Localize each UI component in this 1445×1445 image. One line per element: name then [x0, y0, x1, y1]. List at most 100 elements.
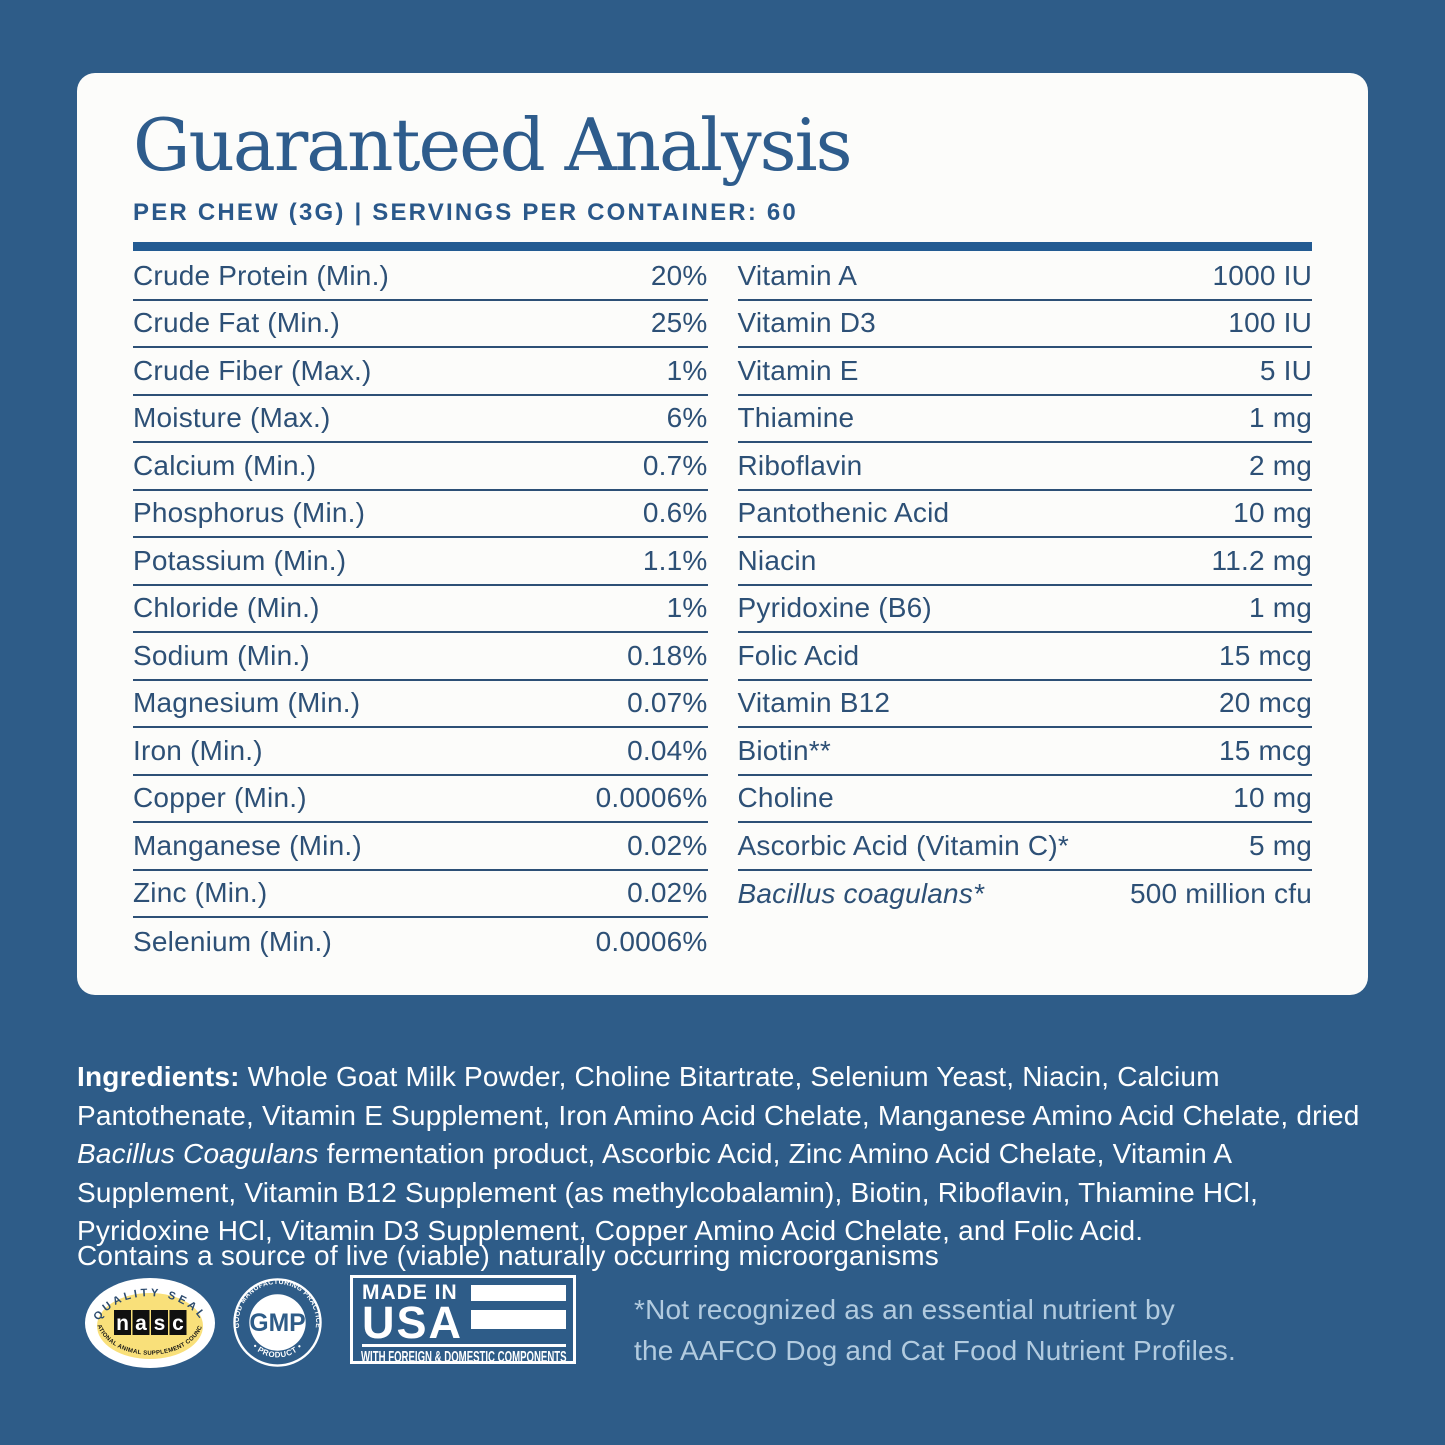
nasc-yellow-oval [97, 1293, 203, 1359]
analysis-row: Folic Acid 15 mcg [737, 633, 1312, 681]
nutrient-label: Bacillus coagulans* [737, 878, 985, 910]
aafco-footnote: *Not recognized as an essential nutrient… [634, 1289, 1236, 1371]
nutrient-label: Vitamin B12 [737, 687, 891, 719]
nasc-letter-s: s [154, 1312, 166, 1335]
nutrient-value: 0.04% [627, 734, 708, 766]
nutrient-label: Crude Fiber (Max.) [133, 354, 372, 386]
nasc-letter-n: n [116, 1312, 129, 1335]
nutrient-value: 100 IU [1228, 307, 1312, 339]
nutrient-label: Folic Acid [737, 639, 860, 671]
nutrient-value: 5 IU [1259, 354, 1312, 386]
nutrient-label: Vitamin E [737, 354, 859, 386]
analysis-row: Copper (Min.) 0.0006% [133, 776, 708, 823]
nutrient-value: 6% [666, 402, 708, 434]
nasc-letter-a: a [135, 1312, 147, 1335]
nutrient-value: 0.02% [627, 877, 708, 909]
guaranteed-analysis-card: Guaranteed Analysis PER CHEW (3G) | SERV… [77, 73, 1368, 995]
usa-flag-stripes [471, 1282, 566, 1341]
gmp-inner-disc [249, 1294, 306, 1351]
nutrient-value: 20 mcg [1218, 687, 1312, 719]
nutrient-value: 0.02% [627, 829, 708, 861]
ingredients-segment: Bacillus Coagulans [77, 1138, 319, 1169]
nutrient-value: 0.0006% [595, 925, 708, 957]
nutrient-value: 20% [650, 259, 708, 291]
ingredients-segment: fermentation product, Ascorbic Acid, Zin… [77, 1138, 1259, 1246]
analysis-column-right: Vitamin A 1000 IU Vitamin D3 100 IU Vitamin … [737, 253, 1313, 966]
analysis-row: Vitamin B12 20 mcg [737, 681, 1312, 728]
nutrient-label: Ascorbic Acid (Vitamin C)* [737, 829, 1069, 861]
usa-usa-text: USA [362, 1297, 464, 1348]
nutrient-label: Crude Protein (Min.) [133, 259, 390, 291]
nutrient-label: Chloride (Min.) [133, 592, 320, 624]
nutrient-value: 2 mg [1248, 449, 1312, 481]
usa-components-text: WITH FOREIGN & DOMESTIC COMPONENTS [361, 1349, 567, 1366]
analysis-table: Crude Protein (Min.) 20% Crude Fat (Min.) 2… [133, 253, 1312, 966]
nutrient-value: 1% [666, 354, 708, 386]
nutrient-label: Calcium (Min.) [133, 449, 317, 481]
analysis-row: Sodium (Min.) 0.18% [133, 633, 708, 681]
analysis-row: Moisture (Max.) 6% [133, 396, 708, 443]
nutrient-label: Phosphorus (Min.) [133, 497, 366, 529]
nutrient-value: 15 mcg [1218, 639, 1312, 671]
analysis-row: Ascorbic Acid (Vitamin C)* 5 mg [737, 823, 1312, 871]
analysis-column-left: Crude Protein (Min.) 20% Crude Fat (Min.) 2… [133, 253, 708, 966]
analysis-row: Vitamin D3 100 IU [737, 301, 1312, 348]
nutrient-value: 1% [666, 592, 708, 624]
nutrient-label: Zinc (Min.) [133, 877, 268, 909]
serving-info: PER CHEW (3G) | SERVINGS PER CONTAINER: … [133, 199, 798, 226]
ingredients-paragraph: Ingredients: Whole Goat Milk Powder, Cho… [77, 1058, 1381, 1251]
nutrient-value: 0.0006% [595, 782, 708, 814]
nutrient-label: Biotin** [737, 734, 831, 766]
nutrient-value: 10 mg [1233, 782, 1312, 814]
analysis-row: Pantothenic Acid 10 mg [737, 491, 1312, 538]
nutrient-label: Vitamin A [737, 259, 858, 291]
analysis-row: Biotin** 15 mcg [737, 728, 1312, 776]
analysis-row: Magnesium (Min.) 0.07% [133, 681, 708, 728]
page-title: Guaranteed Analysis [133, 103, 853, 187]
nutrient-label: Copper (Min.) [133, 782, 307, 814]
nutrient-value: 11.2 mg [1211, 544, 1312, 576]
analysis-row: Niacin 11.2 mg [737, 538, 1312, 586]
nutrient-label: Pantothenic Acid [737, 497, 950, 529]
analysis-row: Vitamin A 1000 IU [737, 253, 1312, 301]
made-in-usa-badge: MADE IN USA WITH FOREIGN & DOMESTIC COMP… [350, 1275, 576, 1367]
nutrient-label: Niacin [737, 544, 817, 576]
usa-words: MADE IN USA [362, 1281, 464, 1348]
usa-top-section: MADE IN USA [362, 1281, 566, 1348]
analysis-row: Riboflavin 2 mg [737, 443, 1312, 491]
nutrient-label: Riboflavin [737, 449, 863, 481]
nutrient-label: Vitamin D3 [737, 307, 876, 339]
nutrient-value: 0.6% [642, 497, 708, 529]
nutrient-label: Manganese (Min.) [133, 829, 362, 861]
analysis-row: Manganese (Min.) 0.02% [133, 823, 708, 871]
nutrient-value: 15 mcg [1218, 734, 1312, 766]
divider-rule [133, 242, 1312, 251]
nasc-quality-seal: QUALITY SEAL n a s c NATIONAL ANIMAL SUP… [84, 1277, 215, 1368]
contains-note: Contains a source of live (viable) natur… [77, 1240, 939, 1271]
nutrient-value: 0.07% [627, 687, 708, 719]
nutrient-label: Iron (Min.) [133, 734, 263, 766]
analysis-row: Crude Protein (Min.) 20% [133, 253, 708, 301]
analysis-row: Calcium (Min.) 0.7% [133, 443, 708, 491]
footnote-line-1: *Not recognized as an essential nutrient… [634, 1294, 1175, 1325]
analysis-row: Choline 10 mg [737, 776, 1312, 823]
nutrient-label: Moisture (Max.) [133, 402, 331, 434]
nutrient-value: 1.1% [642, 544, 708, 576]
nutrient-label: Selenium (Min.) [133, 925, 333, 957]
analysis-row: Phosphorus (Min.) 0.6% [133, 491, 708, 538]
gmp-seal: GOOD MANUFACTURING PRACTICE • PRODUCT • … [233, 1278, 322, 1367]
nasc-letter-c: c [172, 1312, 184, 1335]
analysis-row: Selenium (Min.) 0.0006% [133, 918, 708, 966]
analysis-row: Crude Fat (Min.) 25% [133, 301, 708, 348]
analysis-row: Crude Fiber (Max.) 1% [133, 348, 708, 396]
usa-bottom-strip: WITH FOREIGN & DOMESTIC COMPONENTS [361, 1344, 567, 1367]
usa-made-in-text: MADE IN [362, 1281, 458, 1304]
analysis-row: Vitamin E 5 IU [737, 348, 1312, 396]
nasc-logo: n a s c [114, 1310, 187, 1335]
analysis-row: Bacillus coagulans* 500 million cfu [738, 871, 1313, 919]
nutrient-value: 10 mg [1233, 497, 1312, 529]
nutrient-label: Choline [737, 782, 834, 814]
ingredients-segment: Ingredients: [77, 1061, 248, 1092]
gmp-outer-ring [233, 1278, 322, 1367]
